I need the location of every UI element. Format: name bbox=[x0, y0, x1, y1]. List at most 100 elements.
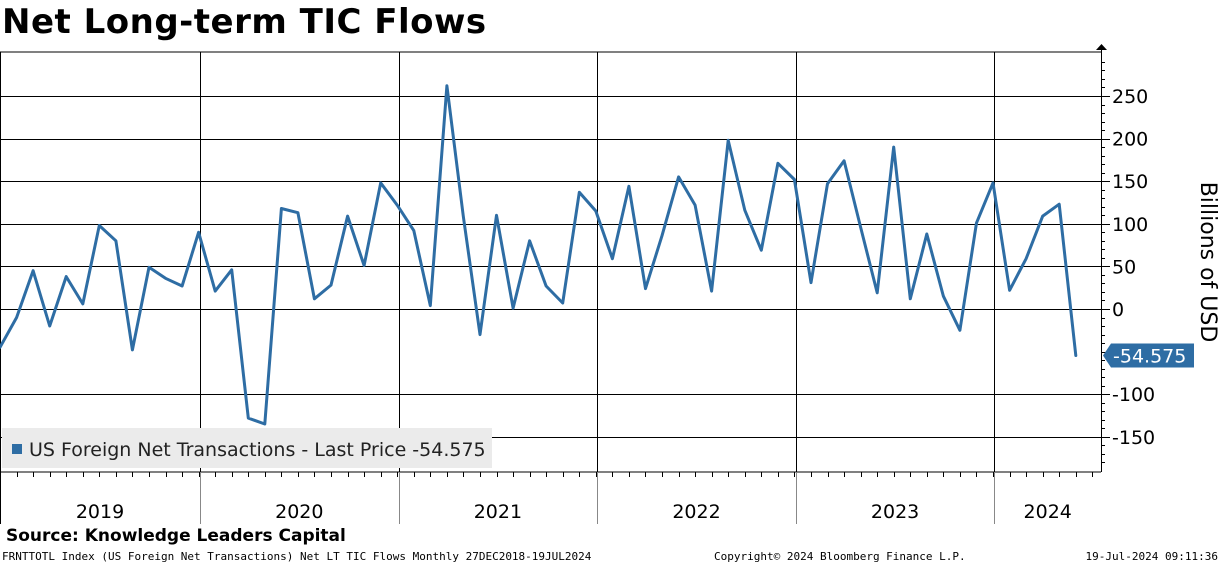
data-point bbox=[346, 214, 349, 218]
data-point bbox=[942, 295, 945, 298]
data-point bbox=[263, 422, 266, 426]
data-point bbox=[876, 291, 879, 294]
data-point bbox=[776, 162, 780, 165]
data-point bbox=[147, 266, 151, 269]
data-point bbox=[660, 234, 664, 237]
data-point bbox=[743, 209, 746, 212]
data-point bbox=[445, 84, 449, 88]
data-point bbox=[164, 277, 167, 280]
y-tick-label: 0 bbox=[1112, 299, 1124, 321]
data-point bbox=[429, 304, 432, 307]
y-tick-label: 150 bbox=[1112, 171, 1148, 193]
y-tick-label: 200 bbox=[1112, 129, 1148, 151]
page-title: Net Long-term TIC Flows bbox=[2, 2, 487, 42]
data-point bbox=[842, 159, 846, 162]
data-point bbox=[230, 268, 233, 271]
data-point bbox=[31, 269, 35, 272]
series-layer bbox=[0, 84, 1078, 426]
y-axis-label: Billions of USD bbox=[1195, 182, 1220, 343]
data-point bbox=[693, 203, 697, 207]
data-point bbox=[15, 316, 18, 319]
legend-swatch bbox=[12, 444, 22, 454]
data-point bbox=[925, 232, 928, 236]
data-point bbox=[727, 139, 730, 142]
data-point bbox=[859, 226, 862, 229]
data-point bbox=[462, 215, 465, 219]
data-point bbox=[909, 297, 912, 300]
last-value-label: -54.575 bbox=[1113, 345, 1186, 367]
data-point bbox=[478, 333, 482, 336]
x-tick-label: 2021 bbox=[474, 501, 522, 523]
data-point bbox=[793, 178, 796, 181]
data-point bbox=[180, 284, 184, 288]
y-tick-label: 50 bbox=[1112, 256, 1136, 278]
data-point bbox=[197, 231, 200, 234]
data-point bbox=[396, 203, 399, 207]
data-point bbox=[412, 229, 415, 232]
data-point bbox=[1058, 203, 1061, 206]
data-point bbox=[594, 209, 597, 213]
x-tick-label: 2020 bbox=[275, 501, 323, 523]
data-point bbox=[81, 302, 85, 306]
data-point bbox=[48, 324, 51, 328]
data-point bbox=[528, 239, 531, 242]
series-line bbox=[0, 84, 1078, 426]
grid bbox=[0, 51, 1101, 524]
data-point bbox=[247, 416, 250, 420]
x-tick-label: 2019 bbox=[76, 501, 124, 523]
data-point bbox=[131, 348, 134, 352]
data-point bbox=[611, 257, 614, 260]
data-point bbox=[280, 207, 283, 210]
data-point bbox=[495, 214, 498, 217]
data-point bbox=[313, 297, 316, 300]
x-tick-label: 2024 bbox=[1024, 501, 1072, 523]
legend-label: US Foreign Net Transactions - Last Price… bbox=[29, 439, 486, 461]
data-point bbox=[991, 181, 995, 185]
y-axis-arrow bbox=[1096, 44, 1107, 50]
data-point bbox=[1074, 354, 1078, 357]
data-point bbox=[296, 211, 300, 214]
last-value-tag-background bbox=[1103, 343, 1194, 368]
copyright: Copyright© 2024 Bloomberg Finance L.P. bbox=[714, 550, 966, 563]
data-point bbox=[644, 287, 647, 290]
data-point bbox=[114, 239, 118, 242]
data-point bbox=[710, 289, 713, 293]
data-point bbox=[379, 181, 382, 185]
data-point bbox=[65, 275, 68, 278]
data-point bbox=[958, 329, 962, 332]
y-tick-label: -100 bbox=[1112, 384, 1155, 406]
data-point bbox=[362, 264, 366, 267]
data-point bbox=[0, 346, 2, 349]
data-point bbox=[561, 301, 564, 305]
y-axis: 250 200 150 100 50 0 -100 -150 bbox=[1096, 44, 1155, 472]
x-tick-label: 2022 bbox=[672, 501, 720, 523]
data-point bbox=[892, 145, 895, 149]
data-point bbox=[329, 283, 333, 287]
legend: US Foreign Net Transactions - Last Price… bbox=[2, 428, 492, 468]
data-point bbox=[677, 175, 680, 179]
y-tick-label: 250 bbox=[1112, 86, 1148, 108]
ticker-info: FRNTTOTL Index (US Foreign Net Transacti… bbox=[2, 550, 592, 563]
timestamp: 19-Jul-2024 09:11:36 bbox=[1085, 550, 1218, 563]
data-point bbox=[1008, 289, 1011, 292]
y-tick-label: 100 bbox=[1112, 214, 1148, 236]
data-point bbox=[627, 185, 631, 188]
last-value-tag: -54.575 bbox=[1103, 343, 1194, 368]
data-point bbox=[511, 306, 515, 310]
x-tick-label: 2023 bbox=[871, 501, 919, 523]
source-note: Source: Knowledge Leaders Capital bbox=[6, 526, 346, 546]
data-point bbox=[760, 249, 763, 252]
y-tick-label: -150 bbox=[1112, 427, 1155, 449]
data-point bbox=[214, 289, 217, 293]
legend-background bbox=[2, 428, 492, 468]
data-point bbox=[544, 284, 548, 288]
data-point bbox=[809, 281, 813, 284]
data-point bbox=[975, 221, 978, 225]
data-point bbox=[826, 182, 829, 185]
data-point bbox=[578, 191, 581, 194]
data-point bbox=[98, 224, 101, 227]
x-axis: 2019 2020 2021 2022 2023 2024 bbox=[0, 472, 1093, 523]
data-point bbox=[1024, 257, 1028, 260]
data-point bbox=[1041, 214, 1044, 218]
